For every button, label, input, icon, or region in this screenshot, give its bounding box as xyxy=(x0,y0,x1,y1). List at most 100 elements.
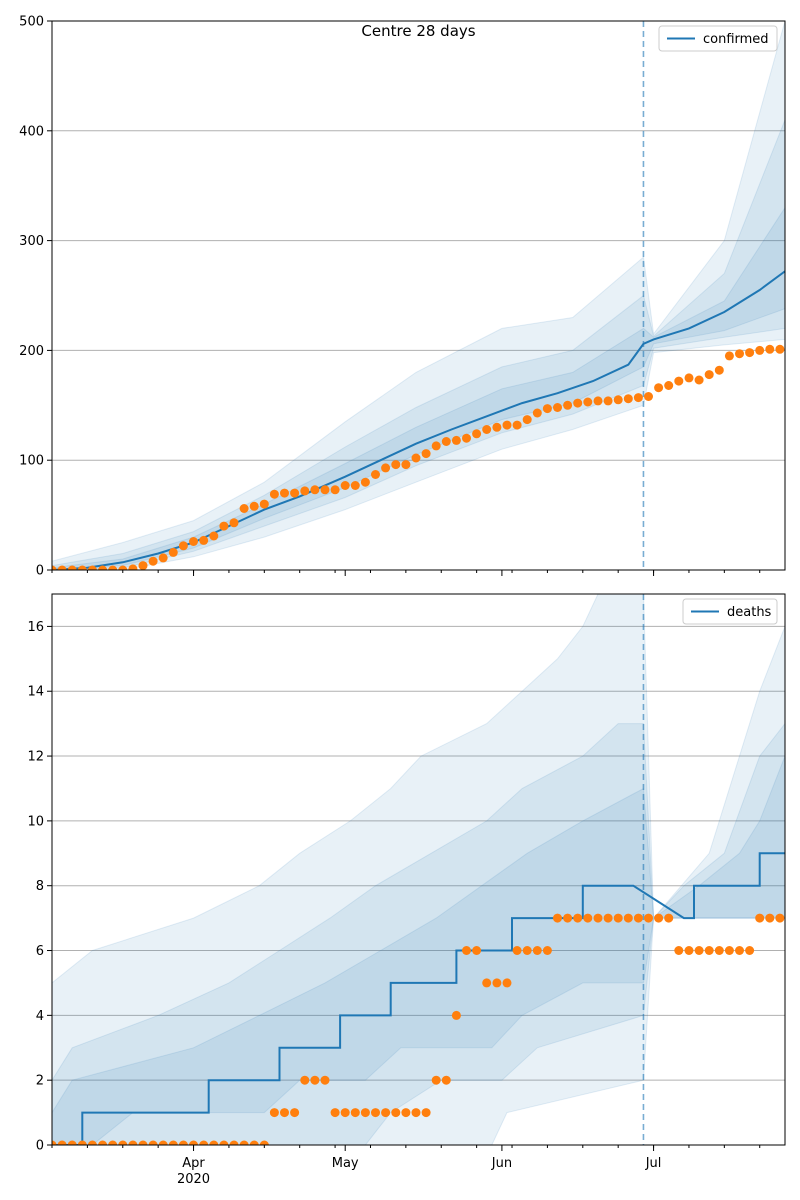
observed-point xyxy=(77,1140,87,1145)
plot-area xyxy=(52,594,785,1145)
observed-point xyxy=(411,453,421,463)
observed-point xyxy=(765,344,775,354)
observed-point xyxy=(633,913,643,923)
observed-point xyxy=(330,1108,340,1118)
observed-point xyxy=(158,553,168,563)
observed-point xyxy=(694,375,704,385)
observed-point xyxy=(229,518,239,528)
observed-point xyxy=(371,470,380,479)
chart-title: Centre 28 days xyxy=(361,22,475,40)
observed-point xyxy=(350,1108,360,1118)
x-tick-label: May xyxy=(332,1156,359,1171)
observed-point xyxy=(269,489,279,499)
observed-point xyxy=(118,565,128,570)
observed-point xyxy=(694,946,704,955)
observed-point xyxy=(462,946,471,955)
observed-point xyxy=(623,394,633,404)
observed-point xyxy=(87,565,97,570)
axes-frame xyxy=(51,593,786,1146)
observed-point xyxy=(522,415,532,425)
observed-point xyxy=(178,1140,188,1145)
legend: confirmed xyxy=(658,25,778,52)
observed-point xyxy=(714,946,724,955)
observed-point xyxy=(421,1108,431,1118)
observed-point xyxy=(138,561,148,570)
observed-point xyxy=(735,946,744,955)
observed-point xyxy=(542,946,552,955)
observed-point xyxy=(573,398,583,408)
observed-point xyxy=(603,913,613,923)
observed-point xyxy=(775,913,785,923)
x-tick-label: Apr xyxy=(182,1156,205,1171)
observed-point xyxy=(350,481,360,490)
observed-point xyxy=(482,425,492,434)
observed-point xyxy=(502,420,512,430)
observed-point xyxy=(542,404,552,414)
observed-point xyxy=(553,403,562,412)
observed-point xyxy=(52,1140,57,1145)
observed-point xyxy=(371,1108,380,1118)
observed-point xyxy=(67,565,77,570)
observed-point xyxy=(229,1140,239,1145)
observed-point xyxy=(755,913,765,923)
y-tick-label: 14 xyxy=(27,685,44,700)
observed-point xyxy=(249,501,259,511)
chart-panel-confirmed: 0 100 200 300 400 500 Centre 28 days confirmed xyxy=(19,15,786,579)
observed-point xyxy=(654,383,664,393)
observed-point xyxy=(138,1140,148,1145)
observed-point xyxy=(644,913,653,923)
observed-point xyxy=(148,556,158,566)
observed-point xyxy=(532,946,542,955)
observed-point xyxy=(654,913,664,923)
uncertainty-band-inner xyxy=(52,755,785,1145)
observed-point xyxy=(451,435,461,445)
observed-point xyxy=(209,531,219,541)
observed-point xyxy=(573,913,583,923)
y-tick-label: 4 xyxy=(36,1009,44,1024)
uncertainty-band-middle xyxy=(52,722,785,1145)
observed-point xyxy=(310,485,320,495)
observed-point xyxy=(462,433,471,443)
observed-point xyxy=(441,437,451,446)
observed-point xyxy=(724,351,734,361)
observed-point xyxy=(603,396,613,406)
observed-point xyxy=(623,913,633,923)
model-line-deaths xyxy=(52,852,785,1145)
observed-point xyxy=(593,913,603,923)
observed-point xyxy=(108,1140,118,1145)
observed-point xyxy=(189,1140,198,1145)
observed-point xyxy=(563,913,573,923)
observed-point xyxy=(87,1140,97,1145)
observed-point xyxy=(765,913,775,923)
observed-point xyxy=(391,460,401,470)
observed-point xyxy=(330,485,340,495)
observed-point xyxy=(128,564,138,570)
observed-point xyxy=(704,370,714,380)
observed-point xyxy=(290,488,300,498)
observed-point xyxy=(280,488,289,498)
y-tick-label: 0 xyxy=(36,564,44,579)
observed-point xyxy=(360,1108,370,1118)
observed-point xyxy=(553,913,562,923)
observed-point xyxy=(512,420,522,430)
legend-label: confirmed xyxy=(703,32,769,47)
observed-point xyxy=(320,1075,330,1085)
observed-point xyxy=(755,345,765,355)
plot-area xyxy=(52,21,785,570)
observed-point xyxy=(360,477,370,487)
observed-point xyxy=(583,397,593,407)
observed-point xyxy=(391,1108,401,1118)
y-tick-label: 100 xyxy=(19,454,44,469)
observed-point xyxy=(431,1075,441,1085)
x-tick-label: Jul xyxy=(645,1156,662,1171)
legend: deaths xyxy=(682,598,778,625)
observed-point xyxy=(492,422,502,432)
observed-point xyxy=(320,485,330,495)
observed-point xyxy=(704,946,714,955)
observed-point xyxy=(583,913,593,923)
observed-point xyxy=(219,1140,229,1145)
uncertainty-band-outer xyxy=(52,594,785,1145)
observed-point xyxy=(613,913,623,923)
observed-point xyxy=(158,1140,168,1145)
